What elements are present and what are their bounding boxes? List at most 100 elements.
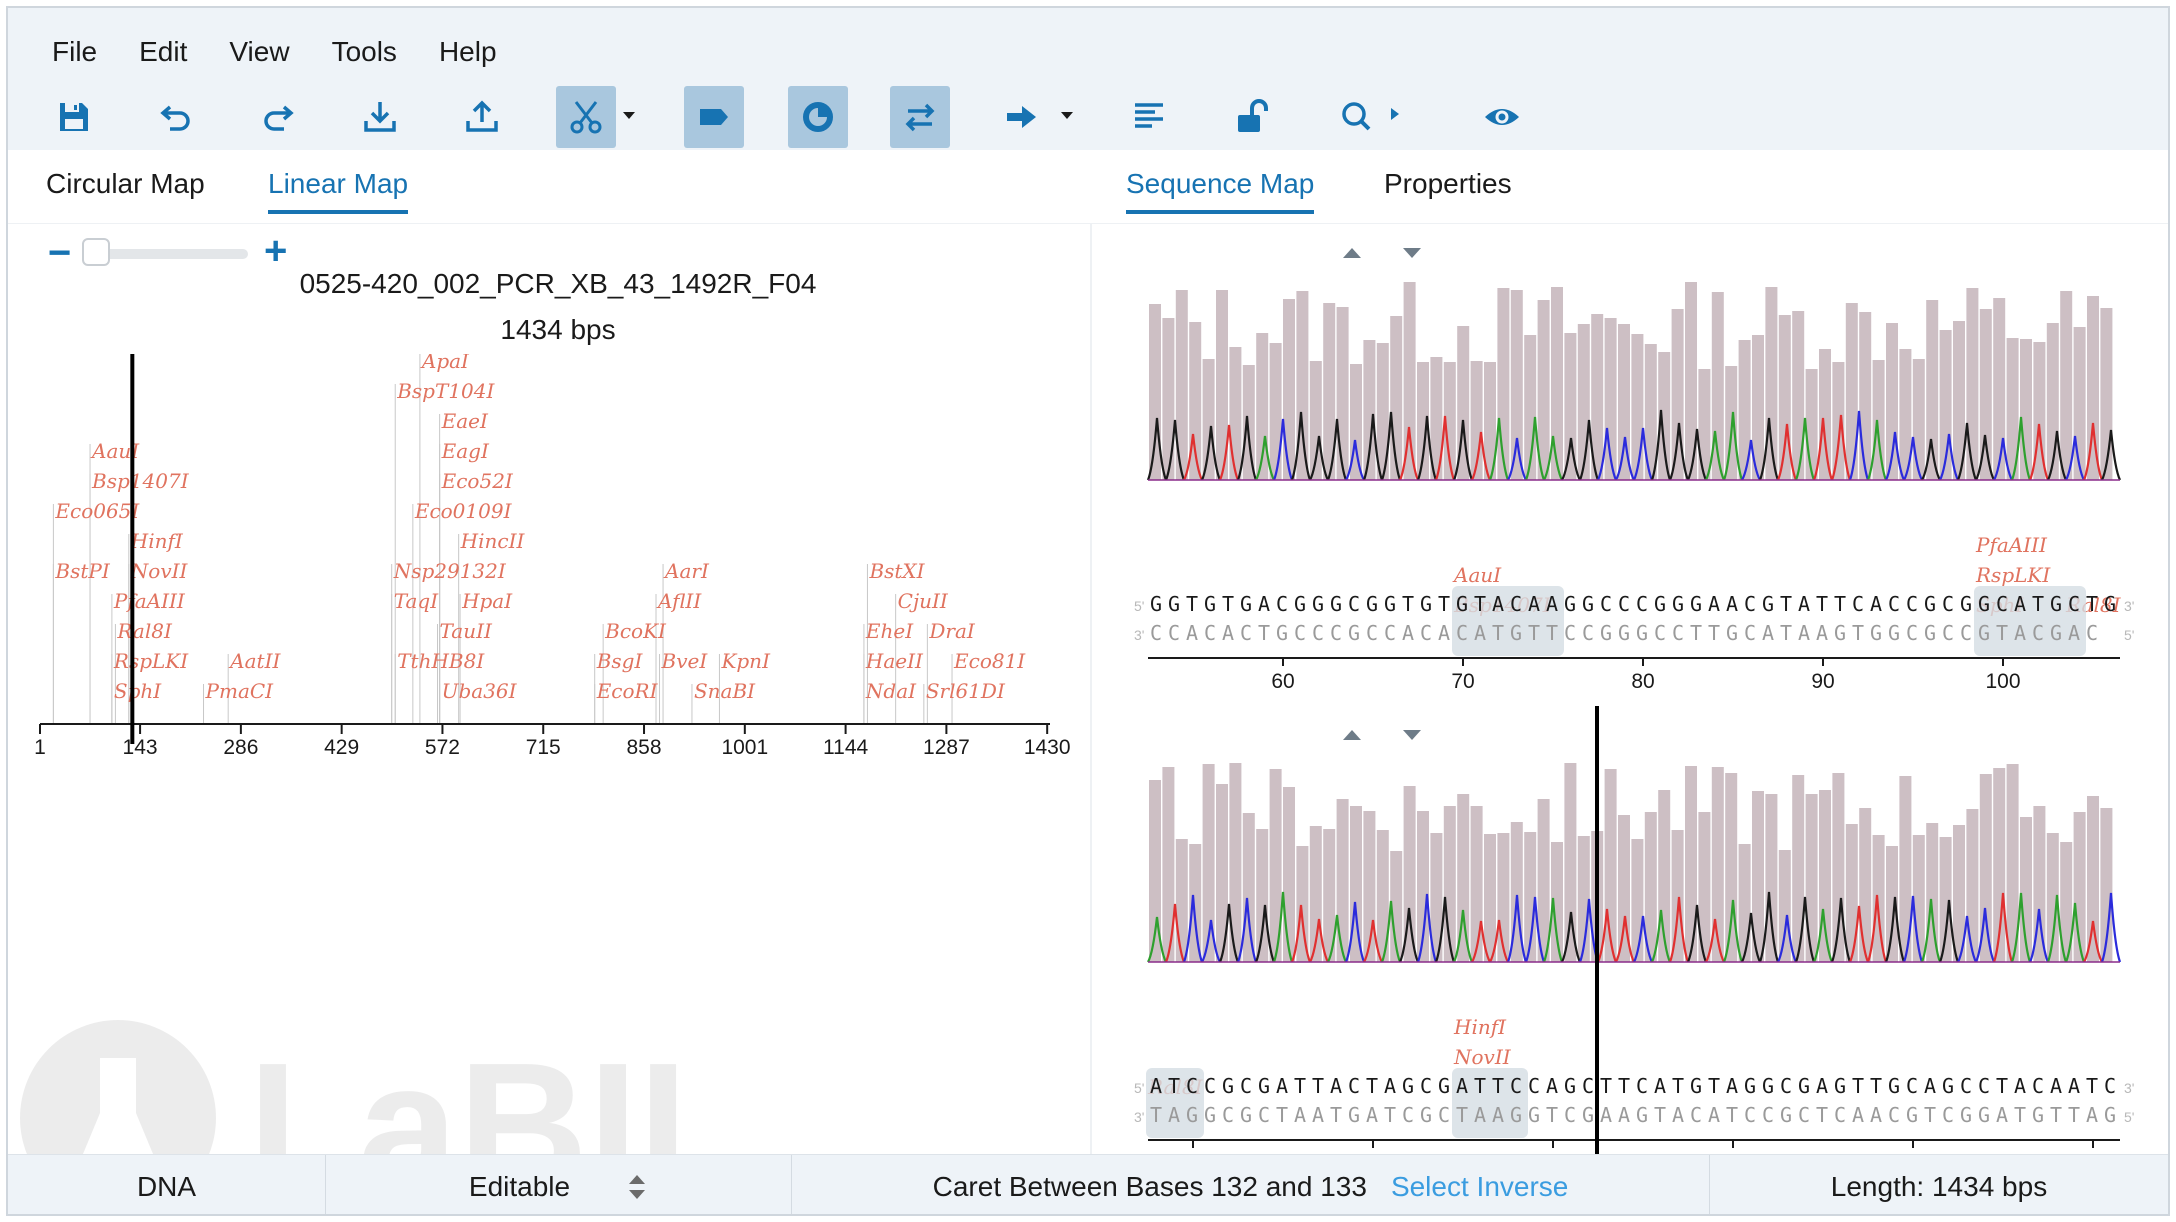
base-bottom[interactable]: T xyxy=(1654,1103,1666,1127)
base-top[interactable]: A xyxy=(2068,1074,2080,1098)
base-top[interactable]: G xyxy=(1240,592,1252,616)
download-button[interactable] xyxy=(350,86,410,148)
zoom-slider[interactable] xyxy=(88,249,248,259)
base-top[interactable]: G xyxy=(1744,1074,1756,1098)
base-top[interactable]: C xyxy=(1510,592,1522,616)
base-top[interactable]: T xyxy=(1402,592,1414,616)
base-top[interactable]: T xyxy=(1294,1074,1306,1098)
base-bottom[interactable]: T xyxy=(2014,1103,2026,1127)
base-top[interactable]: T xyxy=(2086,592,2098,616)
base-bottom[interactable]: G xyxy=(1834,621,1846,645)
base-bottom[interactable]: G xyxy=(1888,621,1900,645)
enzyme-label[interactable]: PmaCI xyxy=(205,679,275,703)
base-top[interactable]: A xyxy=(1150,1074,1162,1098)
base-top[interactable]: G xyxy=(1762,592,1774,616)
base-top[interactable]: A xyxy=(1726,592,1738,616)
base-bottom[interactable]: G xyxy=(1978,1103,1990,1127)
base-bottom[interactable]: G xyxy=(1636,1103,1648,1127)
site-highlight[interactable] xyxy=(1452,586,1564,656)
base-bottom[interactable]: C xyxy=(1834,1103,1846,1127)
base-bottom[interactable]: G xyxy=(1618,621,1630,645)
base-top[interactable]: G xyxy=(1690,592,1702,616)
base-bottom[interactable]: G xyxy=(1906,1103,1918,1127)
base-bottom[interactable]: C xyxy=(1294,621,1306,645)
enzyme-label[interactable]: TthHB8I xyxy=(397,649,485,673)
select-inverse-link[interactable]: Select Inverse xyxy=(1390,1171,1569,1202)
base-top[interactable]: G xyxy=(1924,592,1936,616)
base-bottom[interactable]: G xyxy=(1348,1103,1360,1127)
base-bottom[interactable]: T xyxy=(1996,621,2008,645)
cut-button[interactable] xyxy=(556,86,616,148)
enzyme-label[interactable]: TaqI xyxy=(394,589,440,613)
enzyme-label[interactable]: AflII xyxy=(656,589,702,613)
base-top[interactable]: A xyxy=(1456,1074,1468,1098)
base-top[interactable]: G xyxy=(1366,592,1378,616)
base-bottom[interactable]: G xyxy=(1240,1103,1252,1127)
base-bottom[interactable]: C xyxy=(1582,621,1594,645)
base-top[interactable]: C xyxy=(1582,1074,1594,1098)
base-top[interactable]: T xyxy=(1492,1074,1504,1098)
base-bottom[interactable]: C xyxy=(1258,1103,1270,1127)
base-top[interactable]: C xyxy=(1960,1074,1972,1098)
enzyme-label[interactable]: AarI xyxy=(663,559,710,583)
base-bottom[interactable]: C xyxy=(1654,621,1666,645)
base-top[interactable]: G xyxy=(1456,592,1468,616)
enzyme-label[interactable]: TauII xyxy=(440,619,493,643)
base-bottom[interactable]: C xyxy=(1798,1103,1810,1127)
enzyme-label[interactable]: HpaI xyxy=(461,589,513,613)
base-bottom[interactable]: T xyxy=(1528,621,1540,645)
base-bottom[interactable]: T xyxy=(1690,621,1702,645)
base-bottom[interactable]: T xyxy=(1780,621,1792,645)
base-top[interactable]: G xyxy=(1330,592,1342,616)
enzyme-label[interactable]: EagI xyxy=(441,439,490,463)
enzyme-label[interactable]: EcoRI xyxy=(596,679,659,703)
base-bottom[interactable]: C xyxy=(1366,621,1378,645)
search-button[interactable] xyxy=(1328,86,1388,148)
base-bottom[interactable]: C xyxy=(1942,1103,1954,1127)
arrow-up-icon[interactable] xyxy=(1343,248,1361,258)
base-top[interactable]: C xyxy=(1510,1074,1522,1098)
base-bottom[interactable]: T xyxy=(1384,1103,1396,1127)
menu-tools[interactable]: Tools xyxy=(331,36,397,67)
enzyme-label[interactable]: Eco81I xyxy=(953,649,1026,673)
base-top[interactable]: G xyxy=(2104,592,2116,616)
base-top[interactable]: G xyxy=(1978,592,1990,616)
base-bottom[interactable]: A xyxy=(1600,1103,1612,1127)
base-top[interactable]: C xyxy=(1618,592,1630,616)
base-bottom[interactable]: A xyxy=(1816,621,1828,645)
enzyme-label[interactable]: NovII xyxy=(130,559,189,583)
enzyme-label[interactable]: BveI xyxy=(661,649,709,673)
base-bottom[interactable]: C xyxy=(1168,621,1180,645)
base-bottom[interactable]: A xyxy=(1492,1103,1504,1127)
base-top[interactable]: A xyxy=(1528,592,1540,616)
base-top[interactable]: C xyxy=(1906,1074,1918,1098)
visibility-button[interactable] xyxy=(1472,86,1532,148)
base-bottom[interactable]: C xyxy=(1312,621,1324,645)
base-bottom[interactable]: C xyxy=(1330,621,1342,645)
zoom-slider-handle[interactable] xyxy=(82,238,110,266)
enzyme-label[interactable]: Eco065I xyxy=(54,499,140,523)
tab-properties[interactable]: Properties xyxy=(1384,168,1512,199)
base-bottom[interactable]: A xyxy=(1798,621,1810,645)
base-top[interactable]: G xyxy=(1402,1074,1414,1098)
base-top[interactable]: G xyxy=(1294,592,1306,616)
base-top[interactable]: G xyxy=(1942,1074,1954,1098)
base-bottom[interactable]: A xyxy=(1294,1103,1306,1127)
enzyme-label[interactable]: BstXI xyxy=(868,559,925,583)
base-top[interactable]: A xyxy=(1546,592,1558,616)
base-bottom[interactable]: G xyxy=(1636,621,1648,645)
base-bottom[interactable]: G xyxy=(1510,1103,1522,1127)
base-top[interactable]: G xyxy=(1582,592,1594,616)
sequence-map[interactable]: AauIBsp1407IPfaAIIIRspLKISphIRal8I5'3'3'… xyxy=(1092,224,2168,1154)
enzyme-label[interactable]: EheI xyxy=(865,619,914,643)
enzyme-label[interactable]: KpnI xyxy=(720,649,771,673)
base-bottom[interactable]: T xyxy=(1546,1103,1558,1127)
base-bottom[interactable]: C xyxy=(1744,621,1756,645)
chevron-right-icon[interactable] xyxy=(1386,104,1404,124)
base-bottom[interactable]: A xyxy=(1222,621,1234,645)
base-bottom[interactable]: T xyxy=(2068,1103,2080,1127)
menu-help[interactable]: Help xyxy=(438,36,497,67)
base-top[interactable]: C xyxy=(1780,1074,1792,1098)
base-top[interactable]: C xyxy=(2032,1074,2044,1098)
